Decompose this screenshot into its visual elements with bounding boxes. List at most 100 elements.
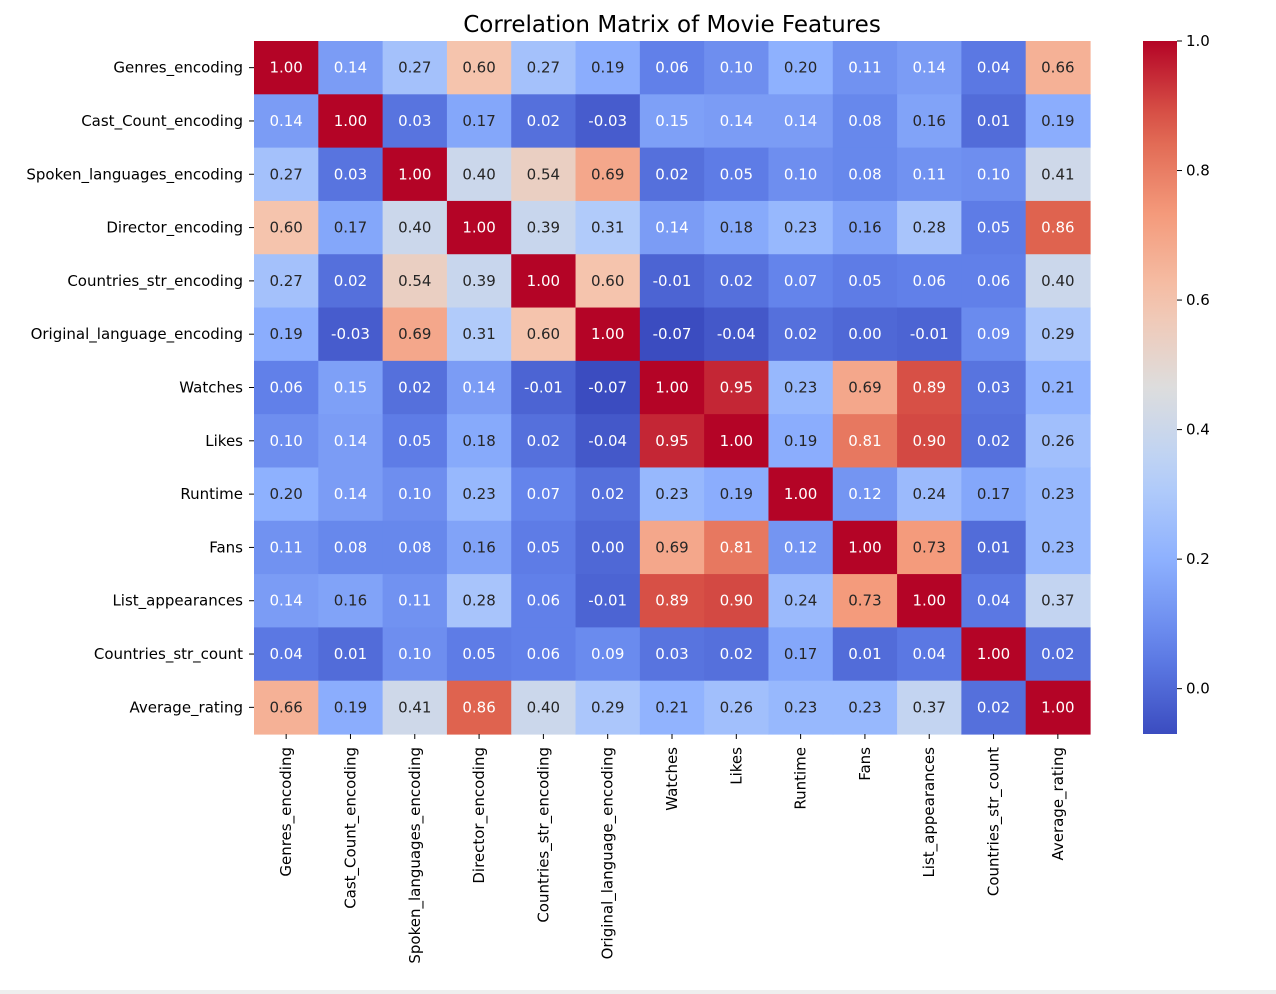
heatmap-cell xyxy=(318,200,384,255)
heatmap-cells xyxy=(254,41,1091,735)
cell-value-label: 0.00 xyxy=(591,538,624,556)
cell-value-label: 0.08 xyxy=(334,538,367,556)
heatmap-cell xyxy=(446,360,512,415)
heatmap-cell xyxy=(897,467,962,522)
heatmap-cell xyxy=(511,520,577,575)
cell-value-label: -0.01 xyxy=(653,272,692,290)
cell-value-label: 0.17 xyxy=(977,485,1010,503)
cell-value-label: 0.26 xyxy=(1041,432,1074,450)
cell-value-label: 0.04 xyxy=(977,592,1010,610)
cell-value-label: 0.60 xyxy=(527,325,560,343)
heatmap-cell xyxy=(832,254,898,309)
cell-value-label: 0.23 xyxy=(784,379,817,397)
heatmap-cell xyxy=(446,41,512,95)
cell-value-label: 0.14 xyxy=(720,112,753,130)
cell-value-label: 0.03 xyxy=(334,165,367,183)
cell-value-label: 0.06 xyxy=(655,59,688,77)
heatmap-cell xyxy=(1025,574,1091,628)
heatmap-cell xyxy=(897,147,962,202)
heatmap-cell xyxy=(575,360,641,415)
cell-value-label: 0.40 xyxy=(527,698,560,716)
heatmap-cell xyxy=(1025,627,1091,682)
cell-value-label: 0.08 xyxy=(398,538,431,556)
heatmap-cell xyxy=(446,307,512,362)
cell-value-label: 0.02 xyxy=(527,112,560,130)
heatmap-cell xyxy=(511,414,577,469)
cell-value-label: 1.00 xyxy=(913,592,946,610)
x-tick-label: Likes xyxy=(727,747,745,785)
cell-value-label: 0.08 xyxy=(848,165,881,183)
cell-value-label: -0.07 xyxy=(653,325,692,343)
heatmap-cell xyxy=(382,200,448,255)
heatmap-cell xyxy=(446,627,512,682)
heatmap-cell xyxy=(768,574,834,628)
cell-value-label: 0.21 xyxy=(1041,379,1074,397)
cell-value-label: 0.24 xyxy=(784,592,817,610)
cell-value-label: 1.00 xyxy=(334,112,367,130)
heatmap-cell xyxy=(768,627,834,682)
heatmap-cell xyxy=(961,627,1027,682)
cell-value-label: 0.05 xyxy=(848,272,881,290)
cell-value-label: 0.10 xyxy=(398,645,431,663)
cell-value-label: 0.17 xyxy=(784,645,817,663)
heatmap-cell xyxy=(961,467,1027,522)
heatmap-cell xyxy=(511,41,577,95)
heatmap-cell xyxy=(254,414,319,469)
cell-value-label: 0.10 xyxy=(269,432,302,450)
heatmap-cell xyxy=(575,307,641,362)
heatmap-cell xyxy=(1025,414,1091,469)
cell-value-label: -0.07 xyxy=(588,379,627,397)
heatmap-cell xyxy=(254,200,319,255)
colorbar: 0.0 0.2 0.4 0.6 0.8 1.0 xyxy=(1143,32,1210,734)
heatmap-cell xyxy=(382,254,448,309)
heatmap-cell xyxy=(318,307,384,362)
x-axis: Genres_encoding Cast_Count_encoding Spoken… xyxy=(277,734,1068,964)
cell-value-label: 0.09 xyxy=(591,645,624,663)
heatmap-cell xyxy=(897,627,962,682)
cell-value-label: 0.06 xyxy=(527,645,560,663)
cell-value-label: 0.03 xyxy=(398,112,431,130)
cell-value-label: 0.01 xyxy=(977,538,1010,556)
heatmap-cell xyxy=(961,200,1027,255)
cell-value-label: 0.90 xyxy=(720,592,753,610)
cell-value-label: 0.14 xyxy=(784,112,817,130)
cell-value-label: 0.27 xyxy=(527,59,560,77)
heatmap-cell xyxy=(511,574,577,628)
heatmap-cell xyxy=(382,627,448,682)
cell-value-label: 0.69 xyxy=(655,538,688,556)
cell-value-label: 0.73 xyxy=(848,592,881,610)
heatmap-cell xyxy=(768,520,834,575)
heatmap-cell xyxy=(382,41,448,95)
cell-value-label: 1.00 xyxy=(784,485,817,503)
heatmap-cell xyxy=(768,147,834,202)
heatmap-cell xyxy=(575,467,641,522)
heatmap-cell xyxy=(704,574,770,628)
y-tick-label: Countries_str_count xyxy=(94,645,243,664)
heatmap-cell xyxy=(511,200,577,255)
y-tick-label: Watches xyxy=(179,379,243,397)
cell-value-label: 0.10 xyxy=(720,59,753,77)
cell-value-label: 1.00 xyxy=(655,379,688,397)
heatmap-cell xyxy=(318,360,384,415)
heatmap-cell xyxy=(961,94,1027,149)
heatmap-cell xyxy=(704,147,770,202)
heatmap-cell xyxy=(1025,680,1091,735)
heatmap-cell xyxy=(832,414,898,469)
cell-value-label: 0.14 xyxy=(462,379,495,397)
y-tick-label: List_appearances xyxy=(112,592,243,611)
heatmap-cell xyxy=(768,680,834,735)
heatmap-cell xyxy=(639,94,705,149)
cell-value-label: 0.23 xyxy=(1041,538,1074,556)
cell-value-label: 0.11 xyxy=(398,592,431,610)
cell-value-label: 0.05 xyxy=(527,538,560,556)
cell-value-label: 0.73 xyxy=(913,538,946,556)
heatmap-cell xyxy=(318,467,384,522)
cell-value-label: 0.81 xyxy=(848,432,881,450)
cell-value-label: 0.31 xyxy=(462,325,495,343)
heatmap-cell xyxy=(704,680,770,735)
heatmap-cell xyxy=(382,360,448,415)
cell-value-label: 0.31 xyxy=(591,219,624,237)
heatmap-cell xyxy=(254,360,319,415)
heatmap-cell xyxy=(318,41,384,95)
